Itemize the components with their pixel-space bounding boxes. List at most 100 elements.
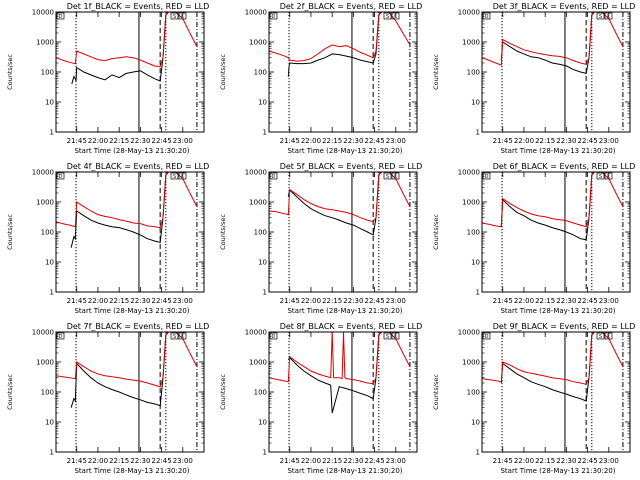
series-group bbox=[482, 332, 624, 402]
x-tick-label: 22:15 bbox=[109, 137, 129, 145]
events-series-line bbox=[71, 12, 169, 85]
y-axis-label: Counts/sec bbox=[6, 374, 14, 410]
panel-title: Det 3f_BLACK = Events, RED = LLD bbox=[493, 2, 636, 11]
panel-title: Det 5f_BLACK = Events, RED = LLD bbox=[280, 162, 423, 171]
flag-marker-d: D bbox=[56, 12, 65, 20]
x-tick-label: 22:45 bbox=[577, 457, 597, 465]
events-series-line bbox=[287, 332, 382, 414]
x-tick-label: 22:30 bbox=[130, 137, 150, 145]
x-tick-label: 22:30 bbox=[343, 457, 363, 465]
svg-text:S: S bbox=[173, 14, 176, 20]
x-tick-label: 23:00 bbox=[599, 137, 619, 145]
flag-marker-s: S bbox=[170, 172, 179, 180]
svg-text:S: S bbox=[599, 334, 602, 340]
svg-text:L: L bbox=[394, 174, 397, 180]
svg-text:L: L bbox=[394, 14, 397, 20]
x-tick-label: 22:15 bbox=[322, 297, 342, 305]
y-tick-label: 10000 bbox=[458, 9, 480, 17]
x-tick-label: 22:15 bbox=[322, 457, 342, 465]
flag-marker-l: L bbox=[391, 12, 400, 20]
flag-marker-d: D bbox=[269, 332, 278, 340]
y-tick-label: 10 bbox=[45, 419, 54, 427]
x-tick-label: 22:15 bbox=[109, 457, 129, 465]
y-tick-label: 1000 bbox=[462, 199, 480, 207]
svg-text:D: D bbox=[272, 14, 276, 20]
detector-panel-9: Det 9f_BLACK = Events, RED = LLD Counts/s… bbox=[432, 322, 635, 475]
x-tick-label: 23:00 bbox=[386, 457, 406, 465]
flag-marker-l: L bbox=[604, 172, 613, 180]
plot-frame bbox=[481, 11, 631, 133]
x-tick-label: 22:45 bbox=[151, 457, 171, 465]
panel-title: Det 9f_BLACK = Events, RED = LLD bbox=[493, 322, 636, 331]
panel-title: Det 7f_BLACK = Events, RED = LLD bbox=[67, 322, 210, 331]
y-axis-label: Counts/sec bbox=[432, 214, 440, 250]
lld-series-line bbox=[269, 172, 411, 223]
y-axis-label: Counts/sec bbox=[6, 54, 14, 90]
x-tick-label: 21:45 bbox=[493, 297, 513, 305]
x-tick-label: 21:45 bbox=[280, 297, 300, 305]
plot-frame bbox=[55, 331, 205, 453]
series-group bbox=[56, 332, 198, 408]
y-tick-label: 10 bbox=[258, 419, 267, 427]
y-axis-label: Counts/sec bbox=[432, 54, 440, 90]
flag-marker-s: S bbox=[596, 332, 605, 340]
y-tick-label: 1 bbox=[263, 129, 267, 137]
y-tick-label: 10000 bbox=[245, 9, 267, 17]
events-series-line bbox=[70, 172, 169, 248]
y-tick-label: 1000 bbox=[249, 359, 267, 367]
detector-panel-5: Det 5f_BLACK = Events, RED = LLD Counts/s… bbox=[219, 162, 422, 315]
svg-text:L: L bbox=[181, 334, 184, 340]
x-tick-label: 21:45 bbox=[67, 297, 87, 305]
svg-text:D: D bbox=[485, 174, 489, 180]
x-tick-label: 22:15 bbox=[535, 457, 555, 465]
panel-title: Det 2f_BLACK = Events, RED = LLD bbox=[280, 2, 423, 11]
detector-panel-6: Det 6f_BLACK = Events, RED = LLD Counts/s… bbox=[432, 162, 635, 315]
detector-panel-2: Det 2f_BLACK = Events, RED = LLD Counts/s… bbox=[219, 2, 422, 155]
lld-series-line bbox=[482, 172, 624, 228]
y-tick-label: 1 bbox=[50, 289, 54, 297]
flag-marker-d: D bbox=[482, 332, 491, 340]
y-tick-label: 100 bbox=[467, 229, 480, 237]
flag-marker-d: D bbox=[482, 12, 491, 20]
x-tick-label: 23:00 bbox=[599, 297, 619, 305]
series-group bbox=[56, 12, 198, 85]
x-tick-label: 22:15 bbox=[535, 297, 555, 305]
detector-panel-8: Det 8f_BLACK = Events, RED = LLD Counts/s… bbox=[219, 322, 422, 475]
x-tick-label: 21:45 bbox=[280, 457, 300, 465]
flag-marker-s: S bbox=[383, 12, 392, 20]
svg-text:S: S bbox=[599, 174, 602, 180]
x-tick-label: 22:15 bbox=[322, 137, 342, 145]
svg-text:S: S bbox=[173, 334, 176, 340]
flag-marker-d: D bbox=[269, 172, 278, 180]
flag-marker-s: S bbox=[170, 332, 179, 340]
x-tick-label: 22:45 bbox=[364, 457, 384, 465]
y-tick-label: 1 bbox=[50, 449, 54, 457]
svg-text:S: S bbox=[599, 14, 602, 20]
plot-frame bbox=[55, 11, 205, 133]
lld-series-line bbox=[269, 12, 411, 62]
x-axis-label: Start Time (28-May-13 21:30:20) bbox=[74, 467, 189, 475]
y-tick-label: 100 bbox=[41, 389, 54, 397]
series-group bbox=[269, 332, 411, 414]
y-tick-label: 1 bbox=[476, 129, 480, 137]
flag-marker-d: D bbox=[482, 172, 491, 180]
x-tick-label: 22:00 bbox=[301, 137, 321, 145]
x-tick-label: 23:00 bbox=[386, 137, 406, 145]
y-tick-label: 100 bbox=[254, 69, 267, 77]
lld-series-line bbox=[56, 12, 198, 68]
panel-title: Det 6f_BLACK = Events, RED = LLD bbox=[493, 162, 636, 171]
lld-series-line bbox=[56, 332, 198, 388]
flag-marker-s: S bbox=[596, 12, 605, 20]
y-tick-label: 100 bbox=[254, 229, 267, 237]
series-group bbox=[482, 172, 624, 241]
x-tick-label: 22:15 bbox=[109, 297, 129, 305]
x-tick-label: 22:30 bbox=[343, 297, 363, 305]
svg-text:S: S bbox=[386, 334, 389, 340]
x-tick-label: 22:15 bbox=[535, 137, 555, 145]
plot-frame bbox=[481, 171, 631, 293]
y-tick-label: 10 bbox=[258, 99, 267, 107]
events-series-line bbox=[500, 12, 595, 75]
plot-frame bbox=[55, 171, 205, 293]
series-group bbox=[269, 12, 411, 77]
